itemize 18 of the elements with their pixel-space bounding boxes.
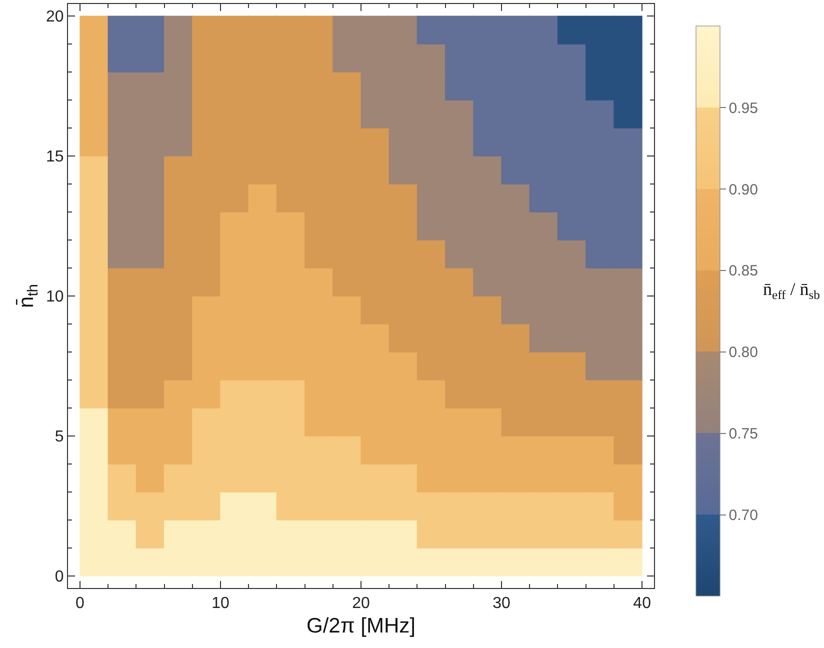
y-tick-label: 5	[54, 428, 64, 446]
x-tick-label: 20	[352, 595, 370, 612]
x-tick-label: 10	[212, 595, 230, 612]
x-tick-label: 0	[75, 595, 84, 612]
color-bar-label: 0.70	[728, 507, 758, 524]
color-bar-label: 0.90	[728, 181, 758, 198]
y-tick-label: 15	[46, 148, 64, 166]
color-bar-label: 0.85	[728, 262, 758, 280]
x-tick-label: 30	[492, 595, 511, 612]
y-tick-label: 10	[46, 288, 64, 306]
y-tick-label: 0	[54, 568, 64, 586]
x-axis-title: G/2π [MHz]	[306, 614, 416, 638]
x-tick-label: 40	[633, 595, 652, 612]
y-tick-label: 20	[46, 8, 64, 26]
color-bar-label: 0.95	[728, 100, 758, 117]
color-bar-label: 0.75	[728, 426, 758, 443]
color-bar-title: n̄$_{eff}$ / n̄$_{sb}$	[763, 279, 820, 302]
color-bar-label: 0.80	[728, 344, 758, 362]
